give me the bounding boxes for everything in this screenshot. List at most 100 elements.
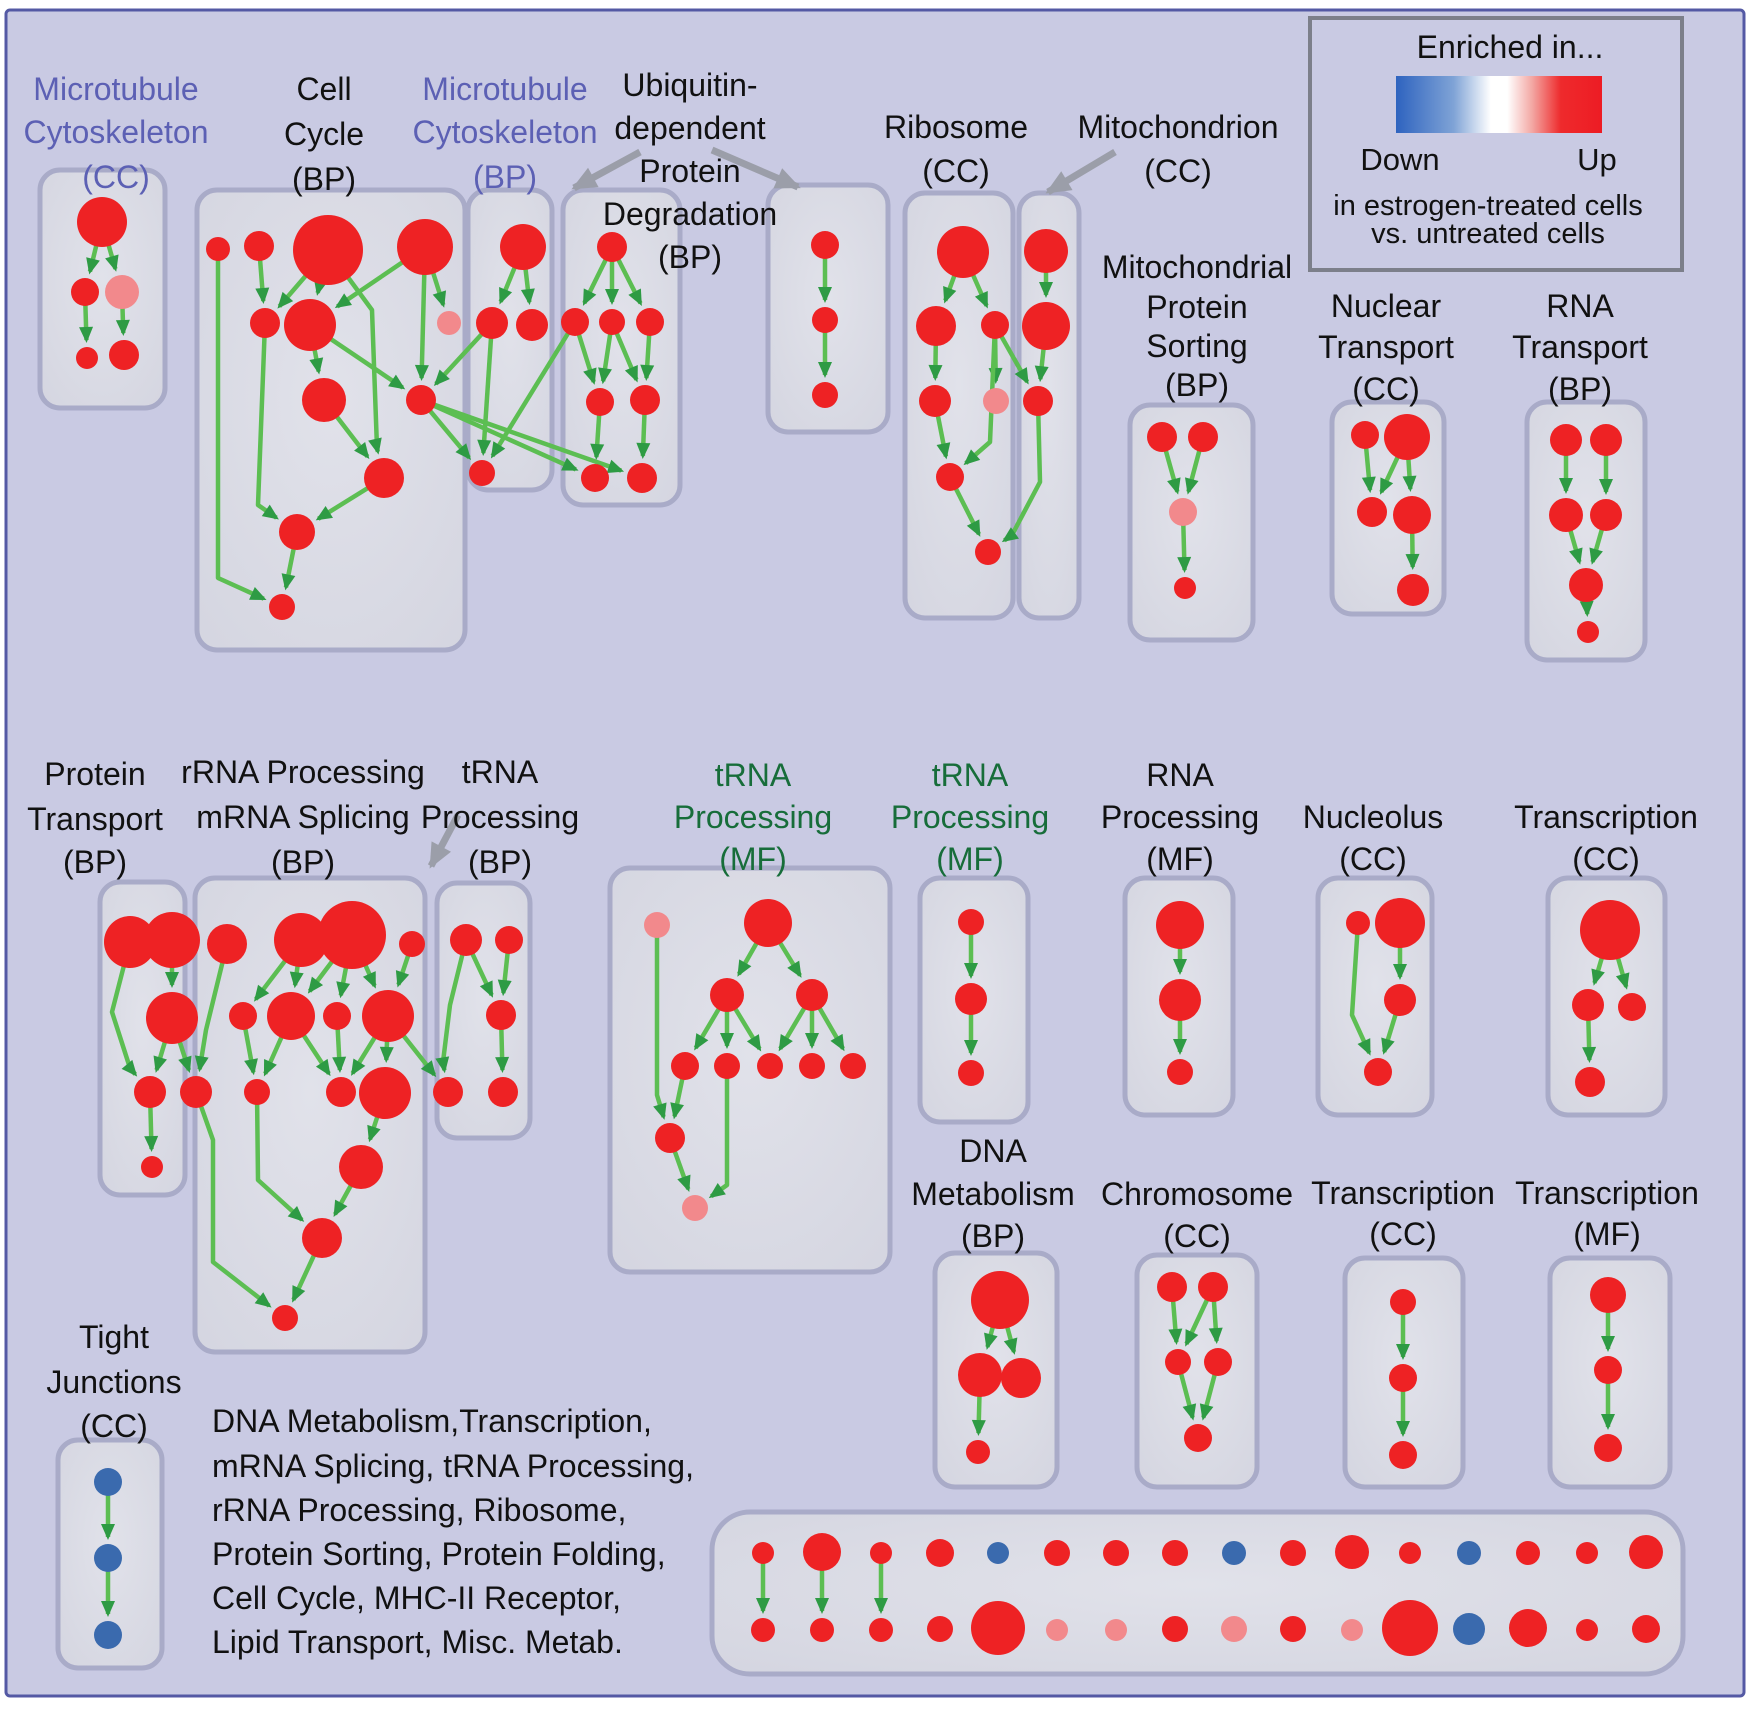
legend-gradient-bar-icon: [1396, 76, 1602, 133]
go-term-node: [1341, 1619, 1363, 1641]
go-term-node: [1594, 1434, 1622, 1462]
go-term-node: [1022, 302, 1070, 350]
go-term-node: [1549, 498, 1583, 532]
go-term-node: [1280, 1616, 1306, 1642]
go-term-node: [682, 1195, 708, 1221]
go-term-node: [751, 1618, 775, 1642]
go-term-node: [958, 1060, 984, 1086]
go-term-node: [1390, 1289, 1416, 1315]
go-term-node: [1453, 1613, 1485, 1645]
legend-box: [1308, 16, 1684, 272]
legend-down-label: Down: [1360, 142, 1439, 177]
go-term-node: [1590, 1277, 1626, 1313]
go-term-node: [1103, 1540, 1129, 1566]
cluster-box-rrna-mrna-bp: [192, 875, 428, 1355]
label-pointer-arrows: [427, 146, 1117, 869]
go-term-node: [71, 278, 99, 306]
cluster-label-mt-cytoskeleton-bp: Microtubule Cytoskeleton (BP): [413, 71, 598, 195]
go-term-node: [94, 1544, 122, 1572]
go-term-node: [752, 1542, 774, 1564]
go-term-node: [318, 901, 386, 969]
go-term-node: [323, 1002, 351, 1030]
go-term-node: [516, 309, 548, 341]
go-term-node: [926, 1539, 954, 1567]
go-term-node: [799, 1053, 825, 1079]
cluster-label-trna-processing-mf-large: tRNA Processing (MF): [674, 757, 832, 877]
edge-ribosome-cc: [963, 324, 998, 466]
go-term-node: [105, 275, 139, 309]
go-term-node: [561, 308, 589, 336]
go-term-node: [500, 224, 546, 270]
go-term-node: [803, 1533, 841, 1571]
go-term-node: [1188, 422, 1218, 452]
cluster-label-transcription-mf: Transcription (MF): [1515, 1175, 1699, 1252]
cross-edge-mitochondrion-cc-to-ribosome-cc: [1001, 400, 1043, 543]
go-term-node: [671, 1052, 699, 1080]
go-term-node: [955, 983, 987, 1015]
cluster-label-mitochondrion-cc: Mitochondrion (CC): [1078, 109, 1279, 189]
go-term-node: [1632, 1615, 1660, 1643]
go-term-node: [326, 1077, 356, 1107]
go-term-node: [1629, 1535, 1663, 1569]
edge-mt-cytoskeleton-bp: [477, 322, 495, 457]
cluster-label-transcription-cc-mid: Transcription (CC): [1514, 799, 1698, 877]
go-term-node: [916, 306, 956, 346]
label-pointer-arrow-icon: [1045, 148, 1117, 196]
go-term-node: [1351, 421, 1379, 449]
go-term-node: [1001, 1358, 1041, 1398]
go-term-node: [109, 340, 139, 370]
go-term-node: [1590, 499, 1622, 531]
go-term-node: [1364, 1058, 1392, 1086]
go-term-node: [1389, 1441, 1417, 1469]
legend-title: Enriched in...: [1417, 29, 1604, 65]
go-term-node: [302, 378, 346, 422]
go-term-node: [1576, 1542, 1598, 1564]
edge-rrna-mrna-bp: [193, 1091, 272, 1308]
edge-rrna-mrna-bp: [254, 1091, 305, 1222]
go-term-node: [983, 388, 1009, 414]
edge-protein-transport-bp: [109, 941, 138, 1077]
go-term-node: [1594, 1356, 1622, 1384]
cluster-boxes: [37, 167, 1686, 1677]
go-term-node: [812, 307, 838, 333]
cluster-label-ribosome-cc: Ribosome (CC): [884, 109, 1028, 189]
cluster-label-rna-processing-mf: RNA Processing (MF): [1101, 757, 1259, 877]
go-term-node: [364, 458, 404, 498]
go-term-node: [919, 385, 951, 417]
cross-edge-cell-cycle-bp-to-ubiquitin-degradation-bp: [420, 397, 579, 472]
go-term-node: [744, 899, 792, 947]
go-term-node: [476, 307, 508, 339]
go-term-node: [1399, 1542, 1421, 1564]
go-term-node: [870, 1542, 892, 1564]
go-term-node: [1024, 229, 1068, 273]
go-term-node: [144, 912, 200, 968]
go-term-node: [812, 382, 838, 408]
go-term-node: [1280, 1540, 1306, 1566]
cluster-label-tight-junctions-cc: Tight Junctions (CC): [46, 1319, 181, 1444]
go-term-node: [1167, 1059, 1193, 1085]
go-term-node: [627, 463, 657, 493]
go-term-node: [1105, 1619, 1127, 1641]
go-term-node: [1569, 568, 1603, 602]
go-term-node: [406, 385, 436, 415]
go-term-node: [971, 1601, 1025, 1655]
go-term-node: [134, 1076, 166, 1108]
go-term-node: [1509, 1609, 1547, 1647]
go-term-node: [987, 1542, 1009, 1564]
go-term-node: [757, 1053, 783, 1079]
go-term-node: [1375, 898, 1425, 948]
go-term-node: [206, 237, 230, 261]
cluster-label-protein-transport-bp: Protein Transport (BP): [27, 756, 163, 880]
go-term-node: [1590, 424, 1622, 456]
cluster-box-chromosome-cc: [1134, 1252, 1260, 1490]
go-term-node: [1156, 901, 1204, 949]
go-term-node: [1457, 1541, 1481, 1565]
go-term-node: [399, 931, 425, 957]
go-term-node: [1169, 498, 1197, 526]
label-pointer-arrow-icon: [710, 146, 801, 191]
go-term-node: [714, 1053, 740, 1079]
go-term-node: [1184, 1424, 1212, 1452]
go-term-node: [958, 1353, 1002, 1397]
go-term-node: [1221, 1616, 1247, 1642]
go-term-node: [936, 463, 964, 491]
